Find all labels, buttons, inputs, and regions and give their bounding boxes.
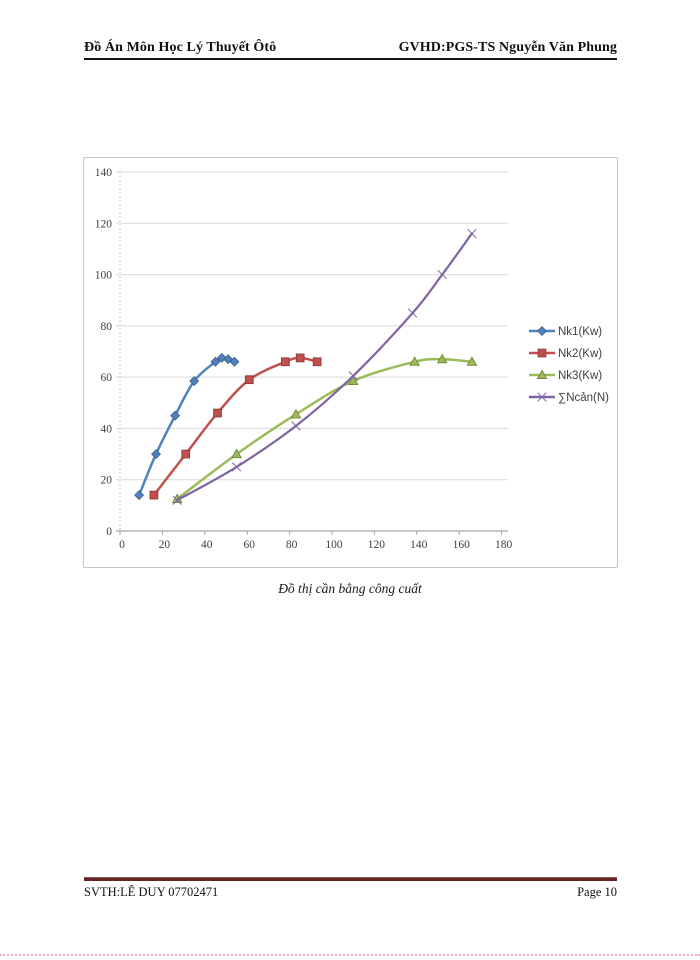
- svg-text:40: 40: [101, 423, 113, 435]
- svg-text:160: 160: [453, 539, 471, 551]
- svg-text:120: 120: [368, 539, 386, 551]
- svg-text:80: 80: [101, 321, 113, 333]
- header-advisor: GVHD:PGS-TS Nguyễn Văn Phung: [398, 40, 617, 55]
- footer-rule: [84, 877, 617, 881]
- svg-text:60: 60: [243, 539, 255, 551]
- page-header: Đồ Án Môn Học Lý Thuyết Ôtô GVHD:PGS-TS …: [84, 40, 617, 60]
- svg-text:80: 80: [286, 539, 298, 551]
- header-title: Đồ Án Môn Học Lý Thuyết Ôtô: [84, 40, 277, 55]
- page-footer: SVTH:LÊ DUY 07702471 Page 10: [84, 885, 617, 900]
- svg-text:140: 140: [95, 167, 113, 179]
- svg-text:Nk1(Kw): Nk1(Kw): [558, 326, 602, 338]
- footer-author: SVTH:LÊ DUY 07702471: [84, 885, 219, 899]
- svg-text:120: 120: [95, 218, 113, 230]
- svg-text:Nk2(Kw): Nk2(Kw): [558, 348, 602, 360]
- svg-text:0: 0: [119, 539, 125, 551]
- page-break-dots: [0, 954, 700, 956]
- footer-page-number: Page 10: [577, 885, 617, 899]
- svg-text:40: 40: [201, 539, 213, 551]
- svg-text:∑Ncản(N): ∑Ncản(N): [558, 392, 609, 404]
- svg-text:100: 100: [95, 270, 113, 282]
- svg-text:20: 20: [101, 475, 113, 487]
- svg-text:180: 180: [495, 539, 512, 551]
- svg-text:20: 20: [159, 539, 171, 551]
- svg-text:0: 0: [106, 526, 112, 538]
- chart-canvas: 0 20 40 60 80 100 120 140 0 20 40 60 80 100 120 140 160 1…: [95, 167, 609, 551]
- svg-text:100: 100: [325, 539, 343, 551]
- svg-text:Nk3(Kw): Nk3(Kw): [558, 370, 602, 382]
- chart-caption: Đồ thị cần bằng công cuất: [278, 581, 422, 596]
- svg-text:140: 140: [410, 539, 428, 551]
- power-balance-chart: 0 20 40 60 80 100 120 140 0 20 40 60 80 100 120 140 160 1…: [83, 157, 618, 568]
- svg-text:60: 60: [101, 372, 113, 384]
